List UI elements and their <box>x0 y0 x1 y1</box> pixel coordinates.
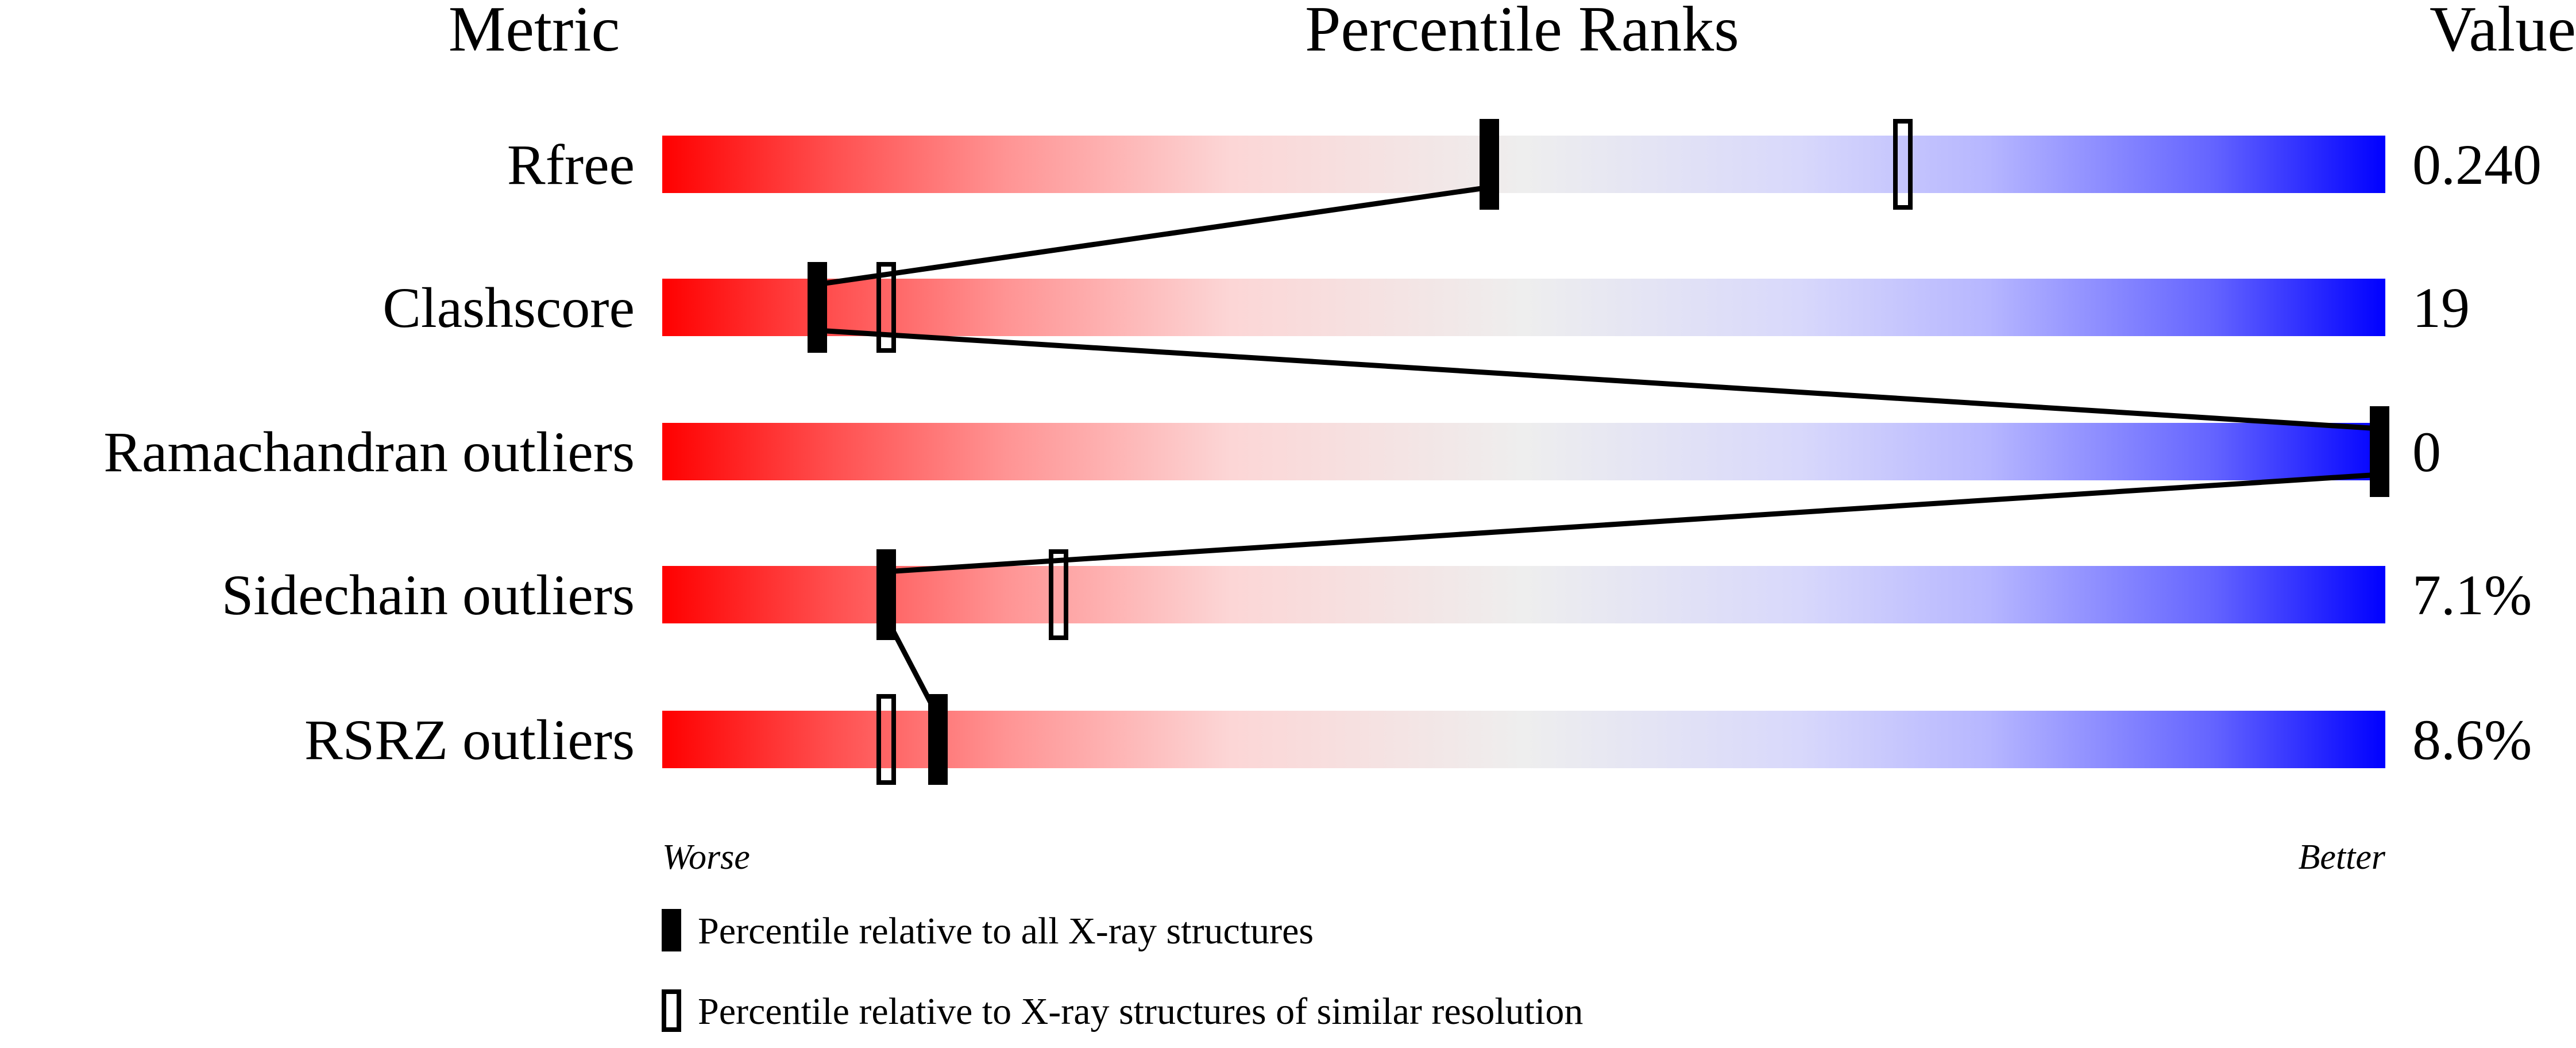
marker-similar-resolution <box>876 694 896 785</box>
legend-open-marker <box>662 989 681 1032</box>
metric-label: Clashscore <box>383 276 635 340</box>
metric-value: 19 <box>2412 276 2470 340</box>
metric-label: Ramachandran outliers <box>103 420 635 484</box>
percentile-bar <box>662 136 2385 193</box>
marker-all-structures <box>2370 406 2389 497</box>
metric-label: Rfree <box>507 133 635 196</box>
metric-label: RSRZ outliers <box>304 708 635 772</box>
header-percentile-ranks: Percentile Ranks <box>1305 0 1739 65</box>
metric-value: 0 <box>2412 420 2441 484</box>
metric-value: 7.1% <box>2412 563 2532 627</box>
marker-similar-resolution <box>1893 119 1913 210</box>
percentile-bar <box>662 279 2385 336</box>
marker-similar-resolution <box>876 262 896 353</box>
percentile-bar <box>662 566 2385 623</box>
metric-value: 0.240 <box>2412 133 2542 196</box>
connector-line <box>817 184 1490 287</box>
metric-label: Sidechain outliers <box>222 563 635 627</box>
legend-filled-marker <box>662 909 681 951</box>
connector-line <box>886 472 2380 575</box>
marker-all-structures <box>928 694 948 785</box>
header-metric: Metric <box>449 0 620 65</box>
percentile-bar <box>662 711 2385 768</box>
marker-all-structures <box>808 262 827 353</box>
axis-better-label: Better <box>2299 838 2386 877</box>
legend-label-all: Percentile relative to all X-ray structu… <box>698 910 1314 952</box>
axis-worse-label: Worse <box>662 838 750 877</box>
percentile-bar <box>662 423 2385 480</box>
connector-line <box>817 328 2380 431</box>
marker-all-structures <box>876 549 896 640</box>
marker-all-structures <box>1480 119 1499 210</box>
legend-label-similar: Percentile relative to X-ray structures … <box>698 991 1583 1032</box>
metric-value: 8.6% <box>2412 708 2532 772</box>
marker-similar-resolution <box>1049 549 1068 640</box>
header-value: Value <box>2430 0 2576 65</box>
